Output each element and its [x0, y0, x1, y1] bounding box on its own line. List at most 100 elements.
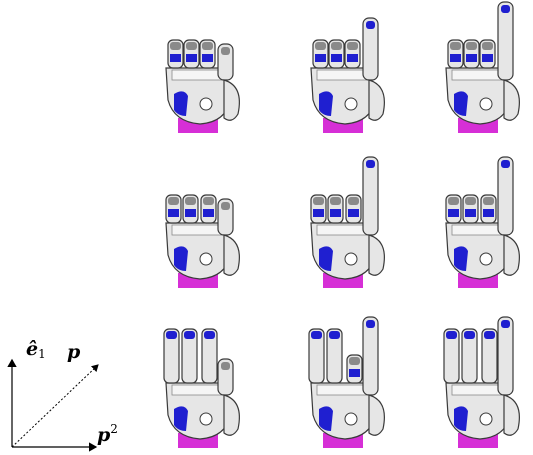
palm-accent — [174, 91, 188, 116]
robot-hand-8 — [285, 315, 409, 448]
robot-hand-5 — [285, 155, 409, 288]
fingertip-3 — [203, 197, 214, 205]
side-fingertip — [501, 160, 510, 168]
palm-joint — [344, 412, 358, 426]
hand-svg — [165, 39, 240, 133]
side-finger — [362, 316, 379, 396]
palm-plate — [451, 224, 503, 236]
palm-plate — [171, 224, 223, 236]
fingertip-2 — [330, 197, 341, 205]
robot-hand-4 — [140, 155, 264, 288]
fingertip-2 — [186, 42, 197, 50]
finger-accent-3 — [482, 54, 493, 62]
palm-joint — [199, 252, 213, 266]
thumb — [223, 234, 240, 276]
palm-accent — [319, 246, 333, 271]
side-fingertip — [366, 21, 375, 29]
robot-hand-9 — [420, 315, 533, 448]
finger-accent-1 — [315, 54, 326, 62]
finger-accent-1 — [168, 209, 179, 217]
palm-plate — [316, 69, 368, 81]
side-fingertip — [366, 320, 375, 328]
fingertip-1 — [450, 42, 461, 50]
palm-plate — [171, 384, 223, 396]
thumb — [503, 234, 520, 276]
fingertip-3 — [483, 197, 494, 205]
side-finger — [497, 156, 514, 236]
fingertip-1 — [170, 42, 181, 50]
fingertip-3 — [484, 331, 495, 339]
palm-accent — [174, 406, 188, 431]
palm-joint — [199, 412, 213, 426]
side-finger — [362, 156, 379, 236]
thumb — [368, 394, 385, 436]
side-finger — [497, 316, 514, 396]
fingertip-1 — [315, 42, 326, 50]
thumb — [503, 394, 520, 436]
palm-plate — [451, 384, 503, 396]
palm-accent — [174, 246, 188, 271]
side-fingertip — [221, 362, 230, 370]
robot-hand-6 — [420, 155, 533, 288]
finger-accent-1 — [450, 54, 461, 62]
thumb — [368, 234, 385, 276]
hand-svg — [308, 316, 385, 448]
finger-accent-2 — [465, 209, 476, 217]
side-finger — [497, 1, 514, 81]
side-fingertip — [501, 5, 510, 13]
finger-accent-3 — [349, 369, 360, 377]
side-fingertip — [221, 202, 230, 210]
palm-accent — [454, 246, 468, 271]
fingertip-1 — [448, 197, 459, 205]
fingertip-2 — [465, 197, 476, 205]
palm-accent — [319, 91, 333, 116]
thumb — [368, 79, 385, 121]
thumb — [503, 79, 520, 121]
finger-accent-3 — [348, 209, 359, 217]
fingertip-2 — [464, 331, 475, 339]
fingertip-3 — [204, 331, 215, 339]
hand-svg — [165, 194, 240, 288]
fingertip-3 — [482, 42, 493, 50]
finger-accent-2 — [331, 54, 342, 62]
hand-svg — [443, 316, 520, 448]
finger-accent-3 — [203, 209, 214, 217]
hand-svg — [310, 17, 385, 133]
palm-accent — [454, 406, 468, 431]
finger-2 — [326, 328, 343, 384]
hand-svg — [445, 156, 520, 288]
finger-accent-3 — [347, 54, 358, 62]
hand-svg — [310, 156, 385, 288]
palm-plate — [316, 384, 368, 396]
fingertip-3 — [202, 42, 213, 50]
robot-hand-2 — [285, 0, 409, 133]
finger-accent-1 — [170, 54, 181, 62]
finger-1 — [443, 328, 460, 384]
fingertip-1 — [166, 331, 177, 339]
palm-joint — [344, 252, 358, 266]
fingertip-3 — [349, 357, 360, 365]
axes-diagram: ê1 p p2 — [0, 330, 140, 455]
palm-joint — [479, 97, 493, 111]
finger-accent-2 — [330, 209, 341, 217]
finger-3 — [201, 328, 218, 384]
fingertip-2 — [184, 331, 195, 339]
side-fingertip — [221, 47, 230, 55]
palm-plate — [451, 69, 503, 81]
robot-hand-3 — [420, 0, 533, 133]
fingertip-2 — [466, 42, 477, 50]
hand-svg — [445, 1, 520, 133]
robot-hand-1 — [140, 0, 264, 133]
p-label: p — [67, 341, 81, 363]
fingertip-2 — [331, 42, 342, 50]
finger-2 — [461, 328, 478, 384]
palm-joint — [344, 97, 358, 111]
thumb — [223, 394, 240, 436]
finger-1 — [308, 328, 325, 384]
palm-accent — [454, 91, 468, 116]
palm-plate — [316, 224, 368, 236]
palm-joint — [479, 252, 493, 266]
fingertip-1 — [168, 197, 179, 205]
axes-svg — [7, 358, 99, 452]
